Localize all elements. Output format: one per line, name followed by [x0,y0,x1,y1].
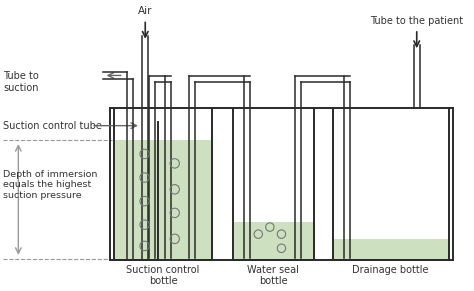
Text: Tube to
suction: Tube to suction [3,71,39,93]
Text: Tube to the patient: Tube to the patient [370,16,463,26]
Bar [233,222,314,260]
Text: Water seal
bottle: Water seal bottle [247,265,299,286]
Text: Drainage bottle: Drainage bottle [352,265,429,275]
Text: Depth of immersion
equals the highest
suction pressure: Depth of immersion equals the highest su… [3,170,97,200]
Bar [332,239,448,260]
Text: Suction control
bottle: Suction control bottle [127,265,200,286]
Text: Air: Air [138,6,153,16]
Text: Suction control tube: Suction control tube [3,121,102,131]
Bar [114,140,158,260]
Bar [158,140,212,260]
